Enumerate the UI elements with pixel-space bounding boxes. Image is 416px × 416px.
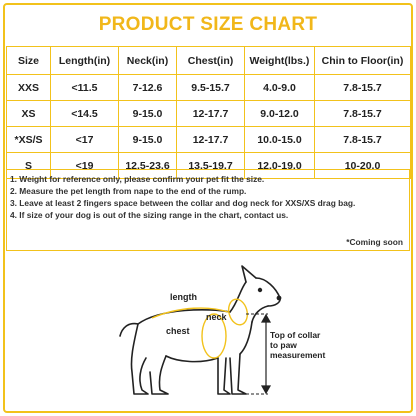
note-length: 2. Measure the pet length from nape to t… xyxy=(10,186,247,196)
weight-cell: 10.0-15.0 xyxy=(244,126,315,153)
chin-to-floor-cell: 7.8-15.7 xyxy=(314,126,411,153)
weight-cell: 4.0-9.0 xyxy=(244,74,315,101)
size-cell: S xyxy=(6,152,51,179)
neck-cell: 9-15.0 xyxy=(118,126,177,153)
page-title: PRODUCT SIZE CHART xyxy=(98,14,318,35)
chest-cell: 13.5-19.7 xyxy=(176,152,245,179)
header-neck: Neck(in) xyxy=(118,46,177,75)
collar-to-paw-line-2: to paw xyxy=(270,340,297,350)
chest-label: chest xyxy=(166,326,190,336)
chin-to-floor-cell: 7.8-15.7 xyxy=(314,74,411,101)
note-weight: 1. Weight for reference only, please con… xyxy=(10,174,265,184)
length-cell: <14.5 xyxy=(50,100,119,127)
chest-cell: 9.5-15.7 xyxy=(176,74,245,101)
table-row: *XS/S <17 9-15.0 12-17.7 10.0-15.0 7.8-1… xyxy=(6,126,411,153)
header-chest: Chest(in) xyxy=(176,46,245,75)
neck-cell: 7-12.6 xyxy=(118,74,177,101)
dog-measurement-diagram: length neck chest Top of collar to paw m… xyxy=(100,262,330,412)
length-cell: <17 xyxy=(50,126,119,153)
note-out-of-range: 4. If size of your dog is out of the siz… xyxy=(10,210,289,220)
size-table: Size Length(in) Neck(in) Chest(in) Weigh… xyxy=(6,46,411,179)
neck-label: neck xyxy=(206,312,227,322)
size-cell: XXS xyxy=(6,74,51,101)
header-chin-to-floor: Chin to Floor(in) xyxy=(314,46,411,75)
collar-to-paw-line-3: measurement xyxy=(270,350,326,360)
neck-cell: 9-15.0 xyxy=(118,100,177,127)
table-row: S <19 12.5-23.6 13.5-19.7 12.0-19.0 10-2… xyxy=(6,152,411,179)
coming-soon-note: *Coming soon xyxy=(346,237,403,247)
chin-to-floor-cell: 7.8-15.7 xyxy=(314,100,411,127)
size-cell: *XS/S xyxy=(6,126,51,153)
collar-to-paw-label: Top of collar to paw measurement xyxy=(270,330,325,360)
table-header-row: Size Length(in) Neck(in) Chest(in) Weigh… xyxy=(6,46,411,75)
chin-to-floor-cell: 10-20.0 xyxy=(314,152,411,179)
note-collar-space: 3. Leave at least 2 fingers space betwee… xyxy=(10,198,356,208)
header-length: Length(in) xyxy=(50,46,119,75)
page-border xyxy=(3,3,413,413)
header-size: Size xyxy=(6,46,51,75)
header-weight: Weight(lbs.) xyxy=(244,46,315,75)
table-row: XS <14.5 9-15.0 12-17.7 9.0-12.0 7.8-15.… xyxy=(6,100,411,127)
chest-cell: 12-17.7 xyxy=(176,126,245,153)
dog-illustration xyxy=(119,265,282,395)
size-cell: XS xyxy=(6,100,51,127)
notes-box: 1. Weight for reference only, please con… xyxy=(6,169,410,251)
collar-to-paw-line-1: Top of collar xyxy=(270,330,321,340)
length-cell: <11.5 xyxy=(50,74,119,101)
length-label: length xyxy=(170,292,197,302)
length-cell: <19 xyxy=(50,152,119,179)
table-row: XXS <11.5 7-12.6 9.5-15.7 4.0-9.0 7.8-15… xyxy=(6,74,411,101)
chest-cell: 12-17.7 xyxy=(176,100,245,127)
weight-cell: 9.0-12.0 xyxy=(244,100,315,127)
